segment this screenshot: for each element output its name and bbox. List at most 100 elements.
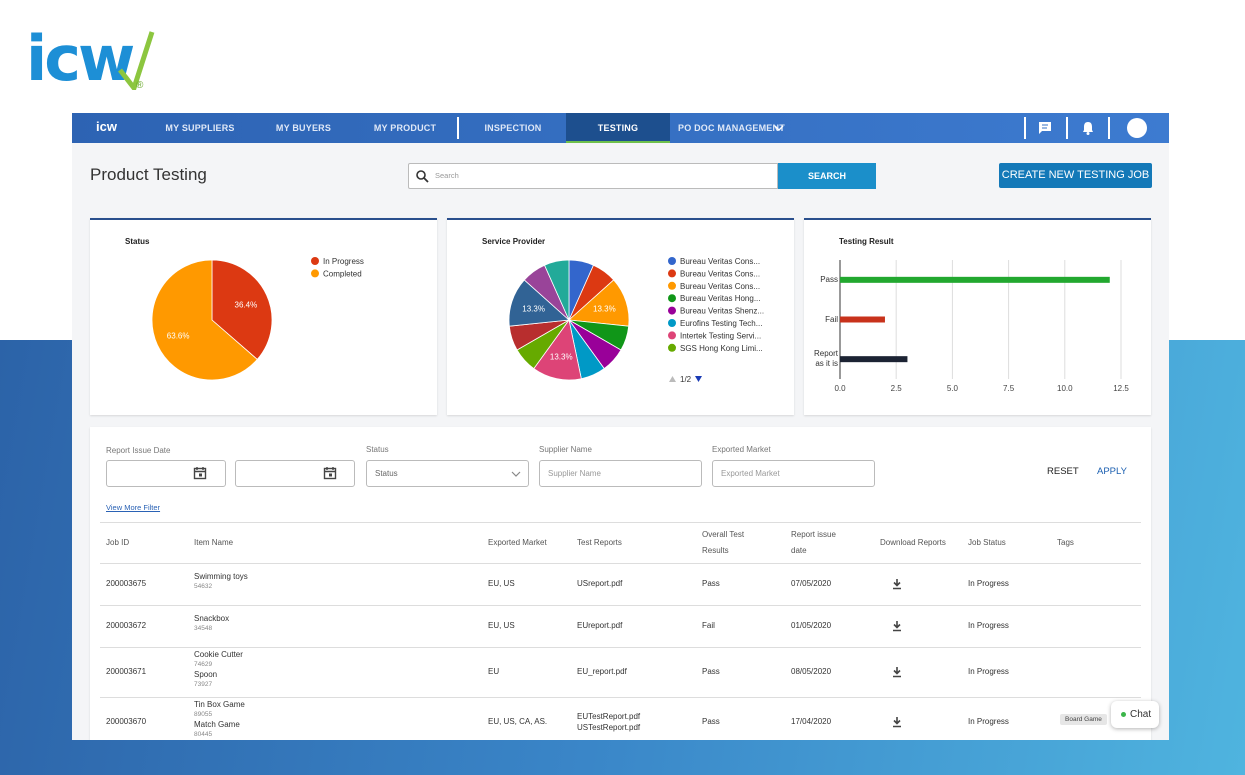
nav-item[interactable]: TESTING <box>566 113 670 143</box>
result: Pass <box>702 717 720 726</box>
provider-card: Service Provider 13.3% 13.3% 13.3% Bureau Ve… <box>447 218 794 415</box>
item-name: Tin Box Game <box>194 700 245 709</box>
data-label: 13.3% <box>550 352 573 361</box>
nav-item[interactable]: MY PRODUCT <box>373 123 437 133</box>
item-code: 74629 <box>194 661 213 668</box>
column-header: Job Status <box>968 538 1006 547</box>
date-from[interactable] <box>106 460 226 487</box>
download-icon[interactable] <box>891 666 903 678</box>
report-link[interactable]: EUTestReport.pdf <box>577 711 641 721</box>
legend-swatch <box>311 257 319 265</box>
date: 17/04/2020 <box>791 717 832 726</box>
search-box[interactable]: Search <box>408 163 778 189</box>
legend-swatch <box>668 343 676 352</box>
nav-item[interactable]: INSPECTION <box>484 123 542 133</box>
pie-slice <box>211 259 273 360</box>
filter-label: Report Issue Date <box>106 446 171 455</box>
legend-label: Bureau Veritas Shenz... <box>680 307 764 316</box>
logo-mark: ® <box>136 80 144 91</box>
column-header: Job ID <box>106 538 130 547</box>
status: In Progress <box>968 579 1009 588</box>
online-dot <box>1121 712 1126 717</box>
download-glyph <box>893 667 901 678</box>
item-code: 54632 <box>194 583 213 590</box>
apply-button[interactable]: APPLY <box>1097 466 1127 477</box>
result: Pass <box>702 667 720 676</box>
nav-brand[interactable]: icw <box>96 119 117 134</box>
nav-item[interactable]: MY SUPPLIERS <box>165 123 235 133</box>
calendar-icon[interactable] <box>323 466 337 480</box>
download-icon[interactable] <box>891 716 903 728</box>
download-icon[interactable] <box>891 620 903 632</box>
x-tick-label: 10.0 <box>1057 384 1073 393</box>
report-link[interactable]: EU_report.pdf <box>577 667 627 676</box>
nav-item[interactable]: MY BUYERS <box>275 123 332 133</box>
separator <box>1108 117 1110 139</box>
item-name: Cookie Cutter <box>194 650 243 659</box>
download-icon[interactable] <box>891 578 903 590</box>
x-tick-label: 5.0 <box>947 384 959 393</box>
search-button[interactable]: SEARCH <box>778 163 876 189</box>
reset-button[interactable]: RESET <box>1047 466 1079 477</box>
filter-label: Exported Market <box>712 445 771 454</box>
job-id: 200003671 <box>106 667 147 676</box>
logo: icw ® <box>26 22 166 98</box>
report-link[interactable]: EUreport.pdf <box>577 621 623 630</box>
item-name: Swimming toys <box>194 572 248 581</box>
status-select[interactable]: Status <box>366 460 529 487</box>
legend-label: Eurofins Testing Tech... <box>680 319 762 328</box>
legend-label: Bureau Veritas Cons... <box>680 282 760 291</box>
item-code: 80445 <box>194 731 213 738</box>
bar <box>840 356 908 363</box>
legend-label: Completed <box>323 269 362 278</box>
item-name: Match Game <box>194 720 240 729</box>
chart-title: Testing Result <box>839 237 894 246</box>
result-card: Testing Result 0.0 2.5 5.0 7.5 10.0 12.5 Pass Fa… <box>804 218 1151 415</box>
status: In Progress <box>968 717 1009 726</box>
x-tick-label: 0.0 <box>834 384 846 393</box>
legend-label: In Progress <box>323 257 364 266</box>
y-tick-label: Report as it is <box>813 349 838 369</box>
pie-slice <box>151 259 258 381</box>
result-chart: Testing Result 0.0 2.5 5.0 7.5 10.0 12.5 <box>834 237 1129 393</box>
create-button[interactable]: CREATE NEW TESTING JOB <box>999 163 1152 188</box>
chat-button[interactable]: Chat <box>1111 701 1159 728</box>
row-divider <box>100 697 1141 698</box>
avatar[interactable] <box>1127 118 1147 138</box>
page-title: Product Testing <box>90 165 207 184</box>
market: EU <box>488 667 500 676</box>
chat-label: Chat <box>1130 709 1152 720</box>
calendar-icon[interactable] <box>193 466 207 480</box>
download-glyph <box>893 621 901 632</box>
date-to[interactable] <box>235 460 355 487</box>
chart-title: Service Provider <box>482 237 545 246</box>
nav-bar: icw MY SUPPLIERS MY BUYERS MY PRODUCT INSPE… <box>72 113 1169 143</box>
nav-item[interactable]: PO DOC MANAGEMENT <box>678 123 785 133</box>
more-filter-link[interactable]: View More Filter <box>106 503 161 512</box>
supplier-input[interactable]: Supplier Name <box>539 460 702 487</box>
job-id: 200003675 <box>106 579 147 588</box>
legend-page: 1/2 <box>680 375 692 384</box>
tag: Board Game <box>1060 714 1107 725</box>
market-input[interactable]: Exported Market <box>712 460 875 487</box>
data-label: 13.3% <box>522 305 545 314</box>
report-link[interactable]: USTestReport.pdf <box>577 722 641 732</box>
download-glyph <box>893 717 901 728</box>
legend-prev[interactable] <box>669 376 676 382</box>
legend-swatch <box>668 281 676 290</box>
result: Fail <box>702 621 715 630</box>
legend-next[interactable] <box>695 376 702 382</box>
report-link[interactable]: USreport.pdf <box>577 579 623 588</box>
separator <box>1066 117 1068 139</box>
legend-label: Bureau Veritas Hong... <box>680 294 761 303</box>
provider-chart: Service Provider 13.3% 13.3% 13.3% Bureau Ve… <box>482 237 764 384</box>
bar <box>840 276 1110 283</box>
chevron-path <box>774 125 784 131</box>
column-header: Report issue date <box>791 530 836 555</box>
logo-check <box>118 31 155 90</box>
table: Job ID Item Name Exported Market Test Repor… <box>90 522 1151 740</box>
messages-icon[interactable] <box>1038 121 1052 135</box>
bell-icon[interactable] <box>1081 120 1095 135</box>
row-divider <box>100 563 1141 564</box>
separator <box>457 117 459 139</box>
